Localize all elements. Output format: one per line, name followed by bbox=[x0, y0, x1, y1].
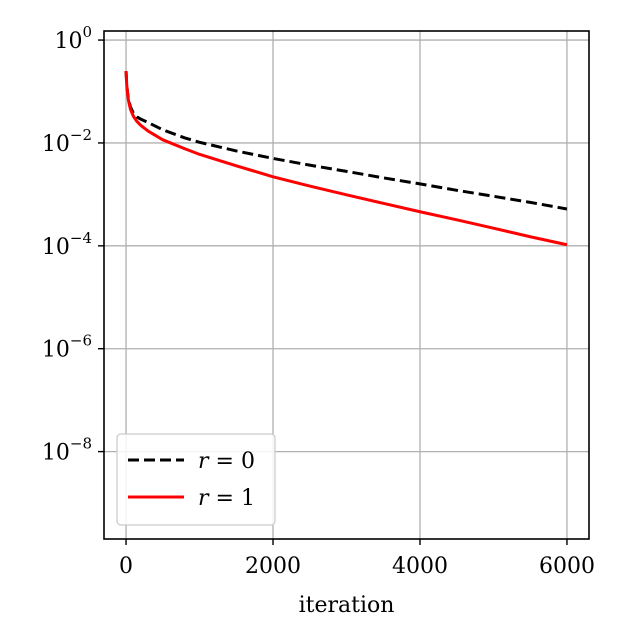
y-tick-exponent: −4 bbox=[70, 229, 92, 247]
y-tick-exponent: 0 bbox=[82, 23, 92, 41]
y-tick-label: 10−6 bbox=[42, 332, 92, 363]
y-tick-base: 10 bbox=[42, 338, 70, 363]
legend-label-0: r = 0 bbox=[198, 449, 255, 474]
y-tick-base: 10 bbox=[42, 132, 70, 157]
y-tick-label: 100 bbox=[54, 23, 92, 54]
x-tick-label: 6000 bbox=[539, 554, 595, 579]
series-line-1 bbox=[124, 70, 568, 247]
x-tick-label: 4000 bbox=[392, 554, 448, 579]
y-tick-base: 10 bbox=[54, 29, 82, 54]
x-axis-label: iteration bbox=[299, 593, 395, 618]
y-tick-exponent: −6 bbox=[70, 332, 92, 350]
grid-lines bbox=[104, 31, 589, 539]
plot-frame bbox=[103, 30, 590, 540]
legend-label-1: r = 1 bbox=[198, 486, 255, 511]
legend-box bbox=[116, 433, 276, 526]
legend-rest: = 1 bbox=[209, 486, 255, 511]
series-line-0 bbox=[124, 70, 568, 211]
x-tick-label: 2000 bbox=[245, 554, 301, 579]
y-tick-base: 10 bbox=[42, 235, 70, 260]
legend: r = 0r = 1 bbox=[116, 433, 276, 526]
y-tick-exponent: −8 bbox=[70, 435, 92, 453]
y-tick-label: 10−8 bbox=[42, 435, 92, 466]
y-tick-exponent: −2 bbox=[70, 126, 92, 144]
y-tick-base: 10 bbox=[42, 441, 70, 466]
legend-var: r bbox=[198, 486, 210, 511]
legend-var: r bbox=[198, 449, 210, 474]
legend-rest: = 0 bbox=[209, 449, 255, 474]
y-tick-label: 10−4 bbox=[42, 229, 92, 260]
y-tick-label: 10−2 bbox=[42, 126, 92, 157]
x-tick-label: 0 bbox=[119, 554, 133, 579]
series-lines bbox=[124, 70, 568, 247]
